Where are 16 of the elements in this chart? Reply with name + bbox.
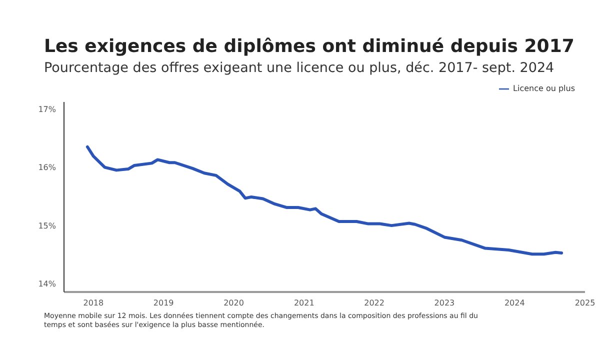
y-tick-label: 14% bbox=[38, 280, 56, 289]
x-tick-label: 2025 bbox=[574, 298, 596, 308]
chart-title: Les exigences de diplômes ont diminué depuis 2017 bbox=[44, 36, 574, 57]
y-tick-label: 15% bbox=[38, 221, 56, 230]
x-tick-label: 2024 bbox=[504, 298, 525, 308]
x-tick-label: 2019 bbox=[153, 298, 174, 308]
x-tick-label: 2022 bbox=[364, 298, 384, 308]
x-tick-label: 2021 bbox=[294, 298, 314, 308]
x-tick-label: 2023 bbox=[434, 298, 455, 308]
y-tick-label: 17% bbox=[38, 104, 56, 114]
line-series bbox=[86, 145, 564, 256]
y-tick-label: 16% bbox=[38, 163, 56, 172]
chart-subtitle: Pourcentage des offres exigeant une licence ou plus, déc. 2017- sept. 2024 bbox=[44, 60, 554, 76]
legend-label: Licence ou plus bbox=[513, 84, 575, 94]
x-tick-label: 2020 bbox=[224, 298, 244, 308]
x-tick-label: 2018 bbox=[83, 298, 104, 308]
